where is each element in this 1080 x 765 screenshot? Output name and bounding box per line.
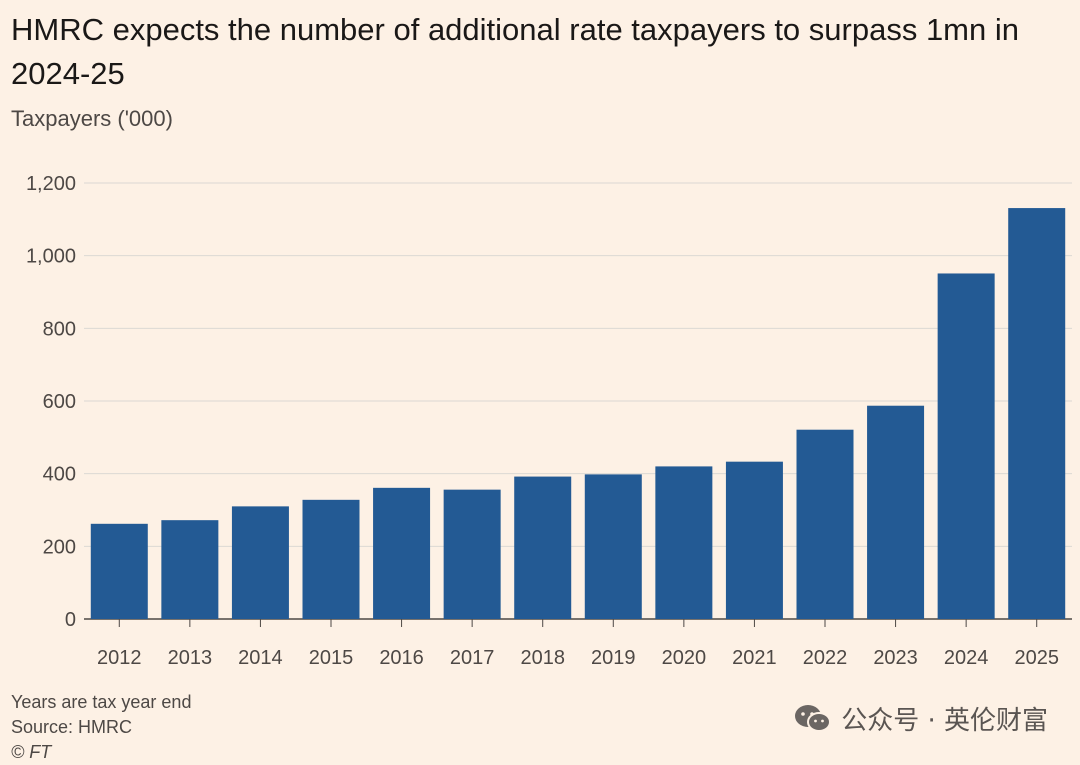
chart-footer: Years are tax year end Source: HMRC © FT (11, 690, 191, 765)
bar-2014 (231, 506, 289, 619)
x-tick-label: 2017 (450, 647, 495, 669)
footer-credit: © FT (11, 742, 52, 762)
footer-note: Years are tax year end (11, 692, 192, 712)
bar-2020 (655, 466, 713, 619)
x-tick-label: 2018 (520, 647, 565, 669)
x-tick-label: 2015 (309, 647, 354, 669)
bars (90, 208, 1066, 619)
wechat-icon (795, 704, 832, 732)
y-tick-label: 600 (43, 391, 76, 413)
bar-2025 (1008, 208, 1066, 619)
bar-2022 (796, 429, 854, 619)
x-tick-label: 2012 (97, 647, 142, 669)
bar-2024 (937, 273, 995, 619)
y-tick-label: 1,000 (26, 246, 76, 268)
x-tick-label: 2025 (1014, 647, 1059, 669)
bar-2013 (161, 520, 219, 619)
x-tick-label: 2022 (803, 647, 848, 669)
x-axis-ticks: 2012 2013 2014 2015 2016 2017 2018 2019 2020 2021… (97, 619, 1059, 669)
y-tick-label: 200 (43, 536, 76, 558)
y-tick-label: 800 (43, 318, 76, 340)
x-tick-label: 2020 (662, 647, 707, 669)
x-tick-label: 2019 (591, 647, 636, 669)
x-tick-label: 2024 (944, 647, 989, 669)
y-tick-label: 0 (65, 609, 76, 631)
watermark: 公众号 · 英伦财富 (793, 700, 1048, 737)
y-tick-label: 1,200 (26, 173, 76, 195)
bar-2021 (725, 461, 783, 619)
y-axis-ticks: 0 200 400 600 800 1,000 1,200 (26, 173, 76, 631)
x-tick-label: 2016 (379, 647, 424, 669)
bar-2019 (584, 474, 642, 619)
bar-2015 (302, 499, 360, 619)
x-tick-label: 2014 (238, 647, 283, 669)
bar-2016 (373, 487, 431, 619)
bar-2023 (867, 405, 925, 619)
watermark-text: 公众号 · 英伦财富 (841, 706, 1048, 736)
y-tick-label: 400 (43, 464, 76, 486)
x-tick-label: 2013 (168, 647, 213, 669)
bar-2018 (514, 476, 572, 619)
bar-2012 (90, 523, 148, 619)
bar-2017 (443, 489, 501, 619)
y-axis-label: Taxpayers ('000) (11, 106, 173, 131)
x-tick-label: 2021 (732, 647, 777, 669)
chart-title: HMRC expects the number of additional ra… (11, 12, 1019, 91)
x-tick-label: 2023 (873, 647, 918, 669)
footer-source: Source: HMRC (11, 717, 133, 737)
